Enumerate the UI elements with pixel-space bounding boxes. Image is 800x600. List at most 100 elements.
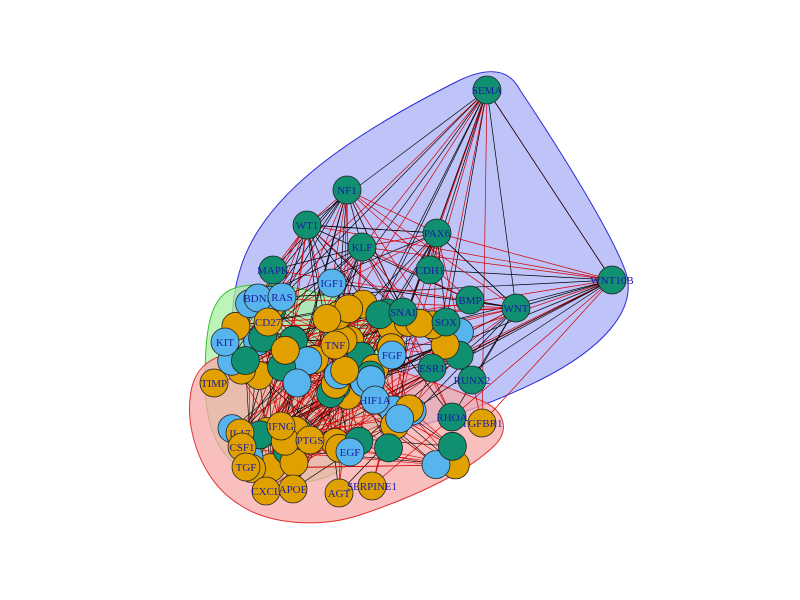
node-circle (360, 385, 390, 415)
edge (429, 269, 613, 281)
graph-node-kit: KIT (210, 327, 240, 357)
node-circle (467, 408, 497, 438)
edge (374, 279, 613, 401)
edge (486, 89, 613, 281)
graph-node-pax6: PAX6 (422, 218, 452, 248)
node-circle (437, 402, 467, 432)
graph-node (270, 335, 300, 365)
node-label: BMP (458, 295, 481, 307)
node-circle (347, 232, 377, 262)
edge (481, 279, 613, 424)
graph-node-tgf: TGF (231, 452, 261, 482)
edge (331, 282, 517, 309)
node-label: CD27 (255, 317, 282, 329)
nodes: SEMA NF1 WT1 PAX6 WNT10B MAPK WNT RUNX2 TGFBR1 BD… (199, 75, 634, 508)
edge (346, 189, 438, 234)
graph-node-cxcl: CXCL (251, 476, 281, 506)
graph-node (282, 368, 312, 398)
edge (306, 224, 438, 234)
node-label: TGF (236, 462, 257, 474)
graph-node-esr1: ESR1 (417, 353, 447, 383)
node-circle (472, 75, 502, 105)
node-circle (501, 293, 531, 323)
node-circle (597, 265, 627, 295)
node-label: RHOA (436, 412, 467, 424)
graph-node-fgf: FGF (377, 340, 407, 370)
node-label: AGT (328, 488, 351, 500)
node-circle (258, 255, 288, 285)
node-circle (295, 425, 325, 455)
graph-node (230, 346, 260, 375)
node-circle (335, 437, 365, 467)
graph-node (374, 433, 403, 463)
graph-node-apoe: APOE (278, 474, 308, 504)
edge (272, 246, 363, 271)
node-circle (253, 307, 283, 337)
graph-node-tnf: TNF (320, 330, 350, 360)
node-label: SERPINE1 (347, 481, 397, 493)
edge (338, 307, 517, 494)
edge (361, 246, 471, 301)
node-label: APOE (279, 484, 308, 496)
node-label: IGF1 (320, 278, 343, 290)
graph-node-ptgs: PTGS (295, 425, 325, 455)
node-circle (199, 368, 229, 398)
graph-node-bmp: BMP (455, 285, 485, 315)
edge (361, 89, 488, 248)
node-circle (267, 282, 297, 312)
graph-node-timp: TIMP (199, 368, 229, 398)
node-label: KLF (352, 242, 373, 254)
node-label: NF1 (337, 185, 357, 197)
graph-node-cd27: CD27 (253, 307, 283, 337)
node-circle (231, 452, 261, 482)
edge (481, 89, 488, 424)
graph-node-egf: EGF (335, 437, 365, 467)
node-circle (457, 365, 487, 395)
graph-node-wt1: WT1 (292, 210, 322, 240)
graph-node (421, 450, 451, 480)
node-circle (388, 297, 418, 327)
graph-node-nf1: NF1 (332, 175, 362, 205)
node-label: TGFBR1 (462, 418, 503, 430)
node-label: SEMA (472, 85, 503, 97)
node-label: KIT (216, 337, 235, 349)
edge (391, 279, 613, 356)
edge (451, 307, 517, 418)
graph-node (385, 404, 415, 434)
graph-node (330, 356, 360, 385)
edge (445, 279, 613, 323)
edge (245, 314, 380, 361)
node-circle (415, 255, 445, 285)
node-label: CDH1 (416, 265, 445, 277)
node-label: CXCL (251, 486, 281, 498)
node-label: HIF1A (359, 395, 390, 407)
graph-node-wnt: WNT (501, 293, 531, 323)
graph-node-snai: SNAI (388, 297, 418, 327)
node-label: TNF (325, 340, 346, 352)
node-label: WNT10B (590, 275, 633, 287)
node-circle (417, 353, 447, 383)
node-circle (278, 474, 308, 504)
node-label: WNT (503, 303, 528, 315)
edge (515, 279, 613, 309)
edge (486, 89, 517, 309)
graph-node-cdh1: CDH1 (415, 255, 445, 285)
graph-node-klf: KLF (347, 232, 377, 262)
node-circle (210, 327, 240, 357)
graph-node-agt: AGT (324, 478, 354, 508)
graph-node (437, 431, 467, 461)
edge (371, 279, 613, 487)
edge (281, 232, 438, 298)
node-circle (455, 285, 485, 315)
edge (293, 339, 446, 346)
node-circle (332, 175, 362, 205)
node-label: IFNG (268, 421, 294, 433)
edge (436, 232, 613, 281)
node-label: FGF (382, 350, 402, 362)
graph-node-sema: SEMA (472, 75, 503, 105)
node-circle (324, 478, 354, 508)
edge (306, 224, 404, 313)
node-label: ESR1 (419, 363, 445, 375)
node-circle (317, 268, 347, 298)
